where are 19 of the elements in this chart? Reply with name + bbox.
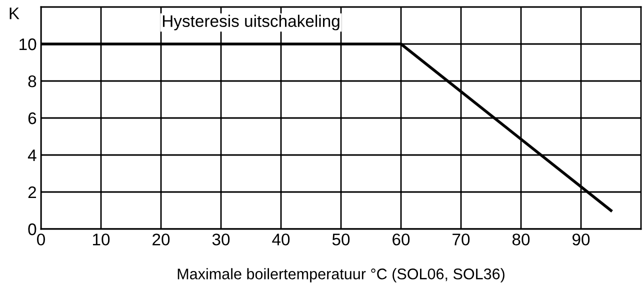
x-tick-label: 60 [392,234,410,246]
y-tick-label: 6 [28,112,36,124]
x-tick-label: 90 [572,234,590,246]
x-tick-label: 70 [452,234,470,246]
x-tick-label: 40 [272,234,290,246]
x-tick-label: 80 [512,234,530,246]
annotation: Hysteresis uitschakeling [162,14,340,30]
y-tick-label: 10 [20,38,36,50]
x-tick-label: 50 [332,234,350,246]
y-axis-title: K [10,8,20,20]
x-tick-label: 30 [212,234,230,246]
y-tick-label: 8 [28,75,36,88]
x-tick-label: 0 [37,234,45,246]
y-tick-label: 4 [28,150,36,162]
x-tick-label: 10 [93,234,110,246]
y-tick-label: 2 [28,186,36,198]
x-tick-label: 20 [152,234,170,246]
x-axis-title: Maximale boilertemperatuur °C (SOL06, SOL36) [178,268,504,282]
y-tick-label: 0 [28,223,36,236]
